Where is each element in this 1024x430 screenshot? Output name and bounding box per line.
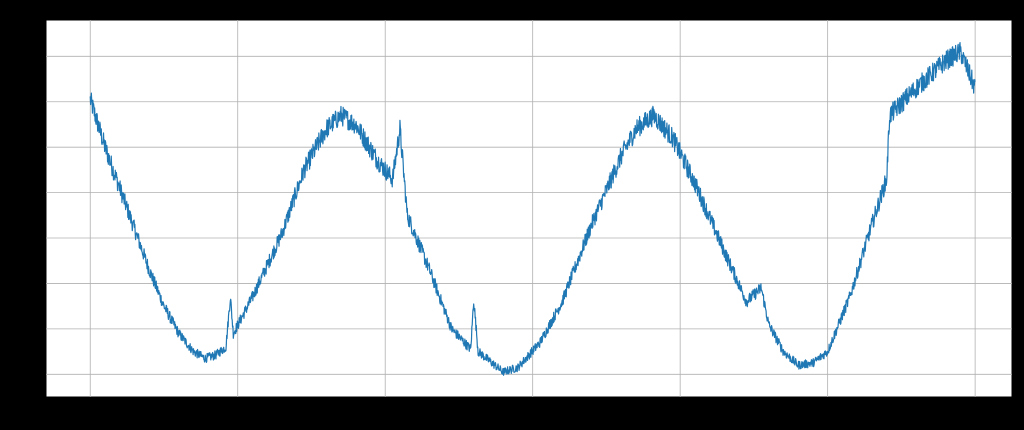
series-layer <box>89 41 976 376</box>
series-line-0 <box>89 41 976 376</box>
grid <box>46 20 1012 397</box>
plot-area <box>45 19 1013 398</box>
